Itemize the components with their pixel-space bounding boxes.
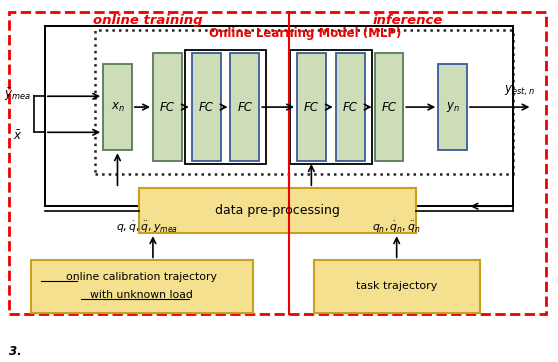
Bar (9, 12, 546, 315)
Text: $q, \dot{q}, \ddot{q}, y_{mea}$: $q, \dot{q}, \ddot{q}, y_{mea}$ (116, 220, 179, 235)
Text: inference: inference (373, 14, 443, 27)
Text: $\bar{y}_{mea}$: $\bar{y}_{mea}$ (4, 86, 31, 103)
Text: with unknown load: with unknown load (90, 290, 193, 300)
Bar (192, 53, 220, 161)
Text: FC: FC (304, 101, 319, 114)
Bar (297, 53, 326, 161)
Bar (185, 50, 267, 164)
Bar (290, 50, 372, 164)
Bar (438, 64, 467, 150)
Bar (374, 53, 403, 161)
Text: FC: FC (343, 101, 358, 114)
Bar (31, 260, 253, 313)
Text: FC: FC (237, 101, 252, 114)
Text: Online Learning Model (MLP): Online Learning Model (MLP) (209, 27, 401, 40)
Text: FC: FC (382, 101, 396, 114)
Bar (45, 26, 513, 206)
Text: online training: online training (93, 14, 202, 27)
Text: $y_{est,n}$: $y_{est,n}$ (504, 84, 535, 98)
Text: $q_n, \dot{q}_n, \ddot{q}_n$: $q_n, \dot{q}_n, \ddot{q}_n$ (372, 220, 421, 235)
Text: $\bar{x}$: $\bar{x}$ (12, 129, 22, 143)
Bar (230, 53, 259, 161)
Text: $y_n$: $y_n$ (446, 100, 460, 114)
Bar (95, 30, 513, 174)
Bar (139, 188, 416, 233)
Text: 3.: 3. (9, 345, 22, 358)
Text: FC: FC (160, 101, 175, 114)
Text: online calibration trajectory: online calibration trajectory (66, 273, 217, 282)
Text: FC: FC (199, 101, 214, 114)
Bar (314, 260, 480, 313)
Bar (103, 64, 132, 150)
Text: $x_n$: $x_n$ (110, 101, 124, 114)
Text: task trajectory: task trajectory (356, 282, 437, 291)
Bar (153, 53, 182, 161)
Bar (336, 53, 364, 161)
Text: data pre-processing: data pre-processing (215, 204, 340, 217)
